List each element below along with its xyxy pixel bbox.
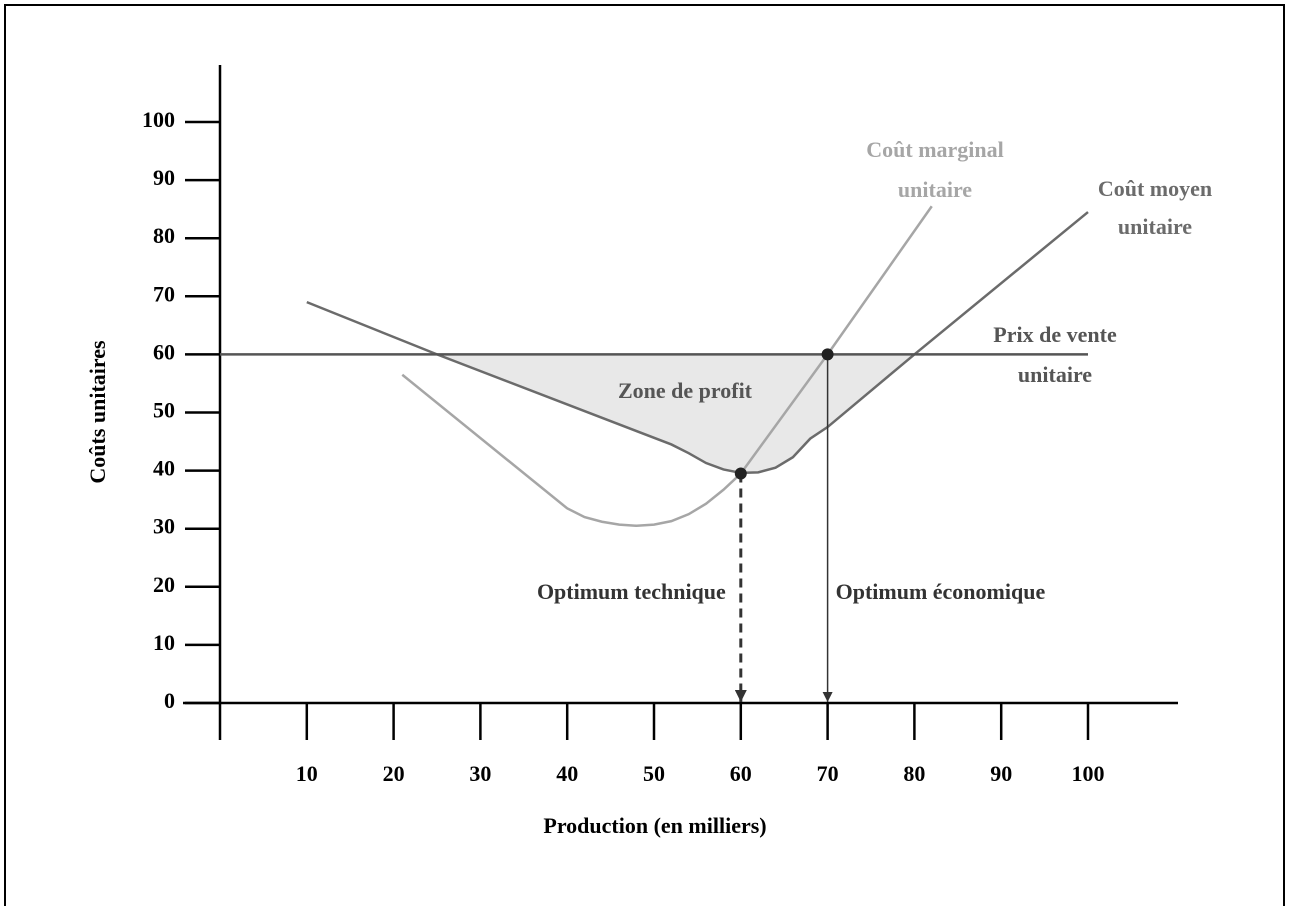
series-label: Coût moyen: [1098, 176, 1212, 201]
y-tick-label: 40: [153, 456, 175, 481]
optimum-label: Optimum technique: [537, 579, 726, 604]
series-label: Coût marginal: [866, 137, 1004, 162]
y-tick-label: 70: [153, 281, 175, 306]
y-tick-label: 20: [153, 572, 175, 597]
x-tick-label: 60: [730, 761, 752, 786]
optimum-point: [821, 348, 834, 361]
y-tick-label: 80: [153, 223, 175, 248]
series-label: Prix de vente: [993, 322, 1117, 347]
series-line: [306, 211, 1089, 475]
x-tick-label: 50: [643, 761, 665, 786]
y-tick-label: 90: [153, 165, 175, 190]
y-tick-label: 30: [153, 514, 175, 539]
zone-label: Zone de profit: [618, 378, 753, 403]
y-tick-label: 10: [153, 630, 175, 655]
x-tick-label: 10: [296, 761, 318, 786]
x-axis-title: Production (en milliers): [543, 813, 766, 838]
frame: [4, 4, 1285, 906]
profit-zone: [436, 354, 915, 473]
x-tick-label: 70: [817, 761, 839, 786]
x-tick-label: 30: [469, 761, 491, 786]
series-label: unitaire: [1118, 214, 1192, 239]
y-tick-label: 100: [142, 107, 175, 132]
x-tick-label: 100: [1072, 761, 1105, 786]
y-tick-label: 50: [153, 398, 175, 423]
optimum-label: Optimum économique: [836, 579, 1046, 604]
x-tick-label: 40: [556, 761, 578, 786]
x-tick-label: 90: [990, 761, 1012, 786]
y-axis-title: Coûts unitaires: [85, 340, 110, 484]
x-tick-label: 20: [383, 761, 405, 786]
series-label: unitaire: [898, 177, 972, 202]
y-tick-label: 0: [164, 688, 175, 713]
y-tick-label: 60: [153, 339, 175, 364]
optimum-point: [734, 467, 747, 480]
x-tick-label: 80: [903, 761, 925, 786]
series-label: unitaire: [1018, 362, 1092, 387]
